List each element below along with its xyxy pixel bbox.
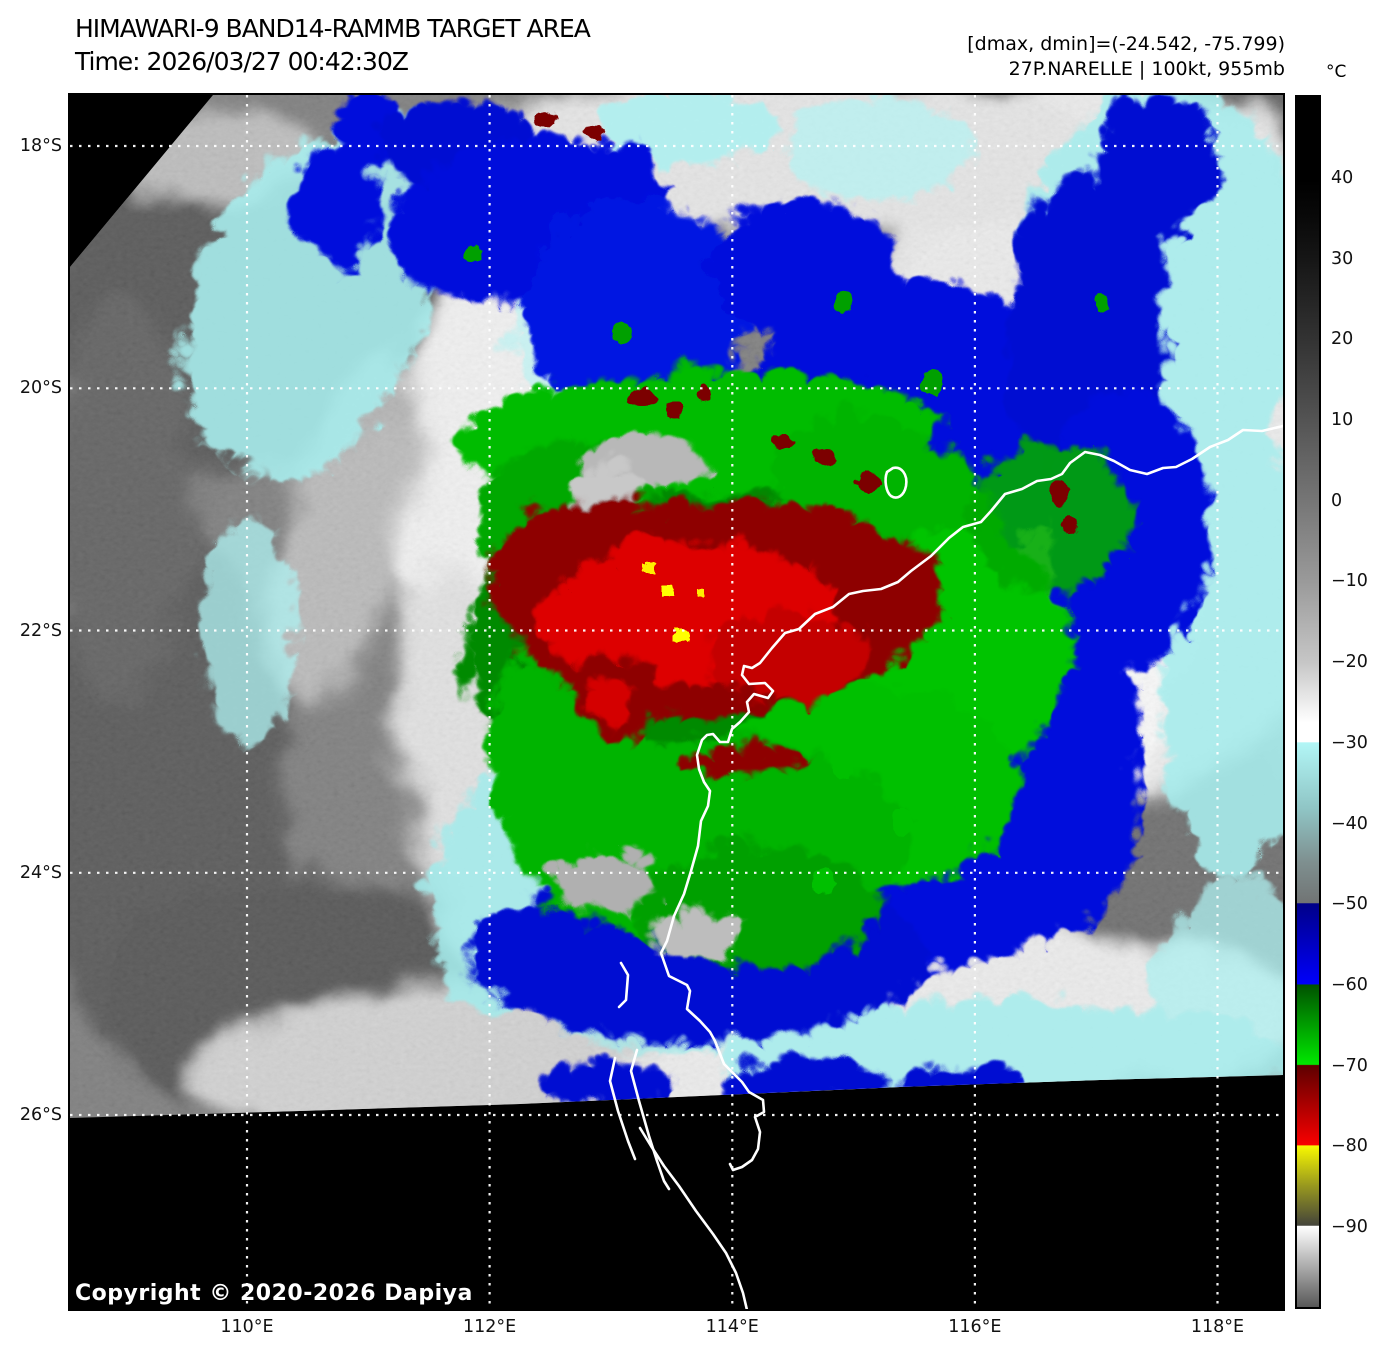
lon-tick-label: 112°E xyxy=(463,1317,517,1337)
map-canvas xyxy=(70,95,1283,1309)
colorbar-tick-label: −40 xyxy=(1331,813,1368,834)
colorbar-tick-label: −20 xyxy=(1331,652,1368,673)
map-frame xyxy=(68,93,1285,1311)
copyright-label: Copyright © 2020-2026 Dapiya xyxy=(75,1281,473,1306)
figure-title: HIMAWARI-9 BAND14-RAMMB TARGET AREA xyxy=(75,14,591,43)
lon-tick-label: 110°E xyxy=(220,1317,274,1337)
colorbar-tick-label: −80 xyxy=(1331,1136,1368,1157)
figure-timestamp: Time: 2026/03/27 00:42:30Z xyxy=(75,47,409,76)
lon-tick-label: 114°E xyxy=(705,1317,759,1337)
storm-info-readout: 27P.NARELLE | 100kt, 955mb xyxy=(1008,58,1285,80)
lon-tick-label: 116°E xyxy=(948,1317,1002,1337)
colorbar-tick-label: 20 xyxy=(1331,329,1354,350)
lat-tick-label: 26°S xyxy=(19,1105,62,1125)
convective-specks xyxy=(460,108,1108,892)
cloud-red-core xyxy=(478,429,932,956)
dmax-dmin-readout: [dmax, dmin]=(-24.542, -75.799) xyxy=(967,33,1285,55)
colorbar-tick-label: −60 xyxy=(1331,974,1368,995)
lat-tick-label: 24°S xyxy=(19,862,62,883)
lat-tick-label: 18°S xyxy=(19,136,62,156)
colorbar-unit-label: °C xyxy=(1326,62,1347,82)
colorbar-tick-label: −10 xyxy=(1331,571,1368,592)
satellite-map xyxy=(70,95,1283,1309)
colorbar-tick-label: 30 xyxy=(1331,248,1354,269)
colorbar-tick-label: 10 xyxy=(1331,410,1354,431)
lat-tick-label: 22°S xyxy=(19,620,62,641)
colorbar-tick-label: 0 xyxy=(1331,490,1343,511)
lat-tick-label: 20°S xyxy=(19,378,62,399)
colorbar-tick-label: −90 xyxy=(1331,1216,1368,1237)
colorbar-tick-label: −30 xyxy=(1331,732,1368,753)
coastline xyxy=(608,424,1283,1309)
temperature-colorbar xyxy=(1295,95,1321,1309)
colorbar-tick-label: −50 xyxy=(1331,894,1368,915)
lon-tick-label: 118°E xyxy=(1190,1317,1245,1337)
colorbar-tick-label: 40 xyxy=(1331,168,1354,188)
colorbar-tick-label: −70 xyxy=(1331,1055,1368,1076)
